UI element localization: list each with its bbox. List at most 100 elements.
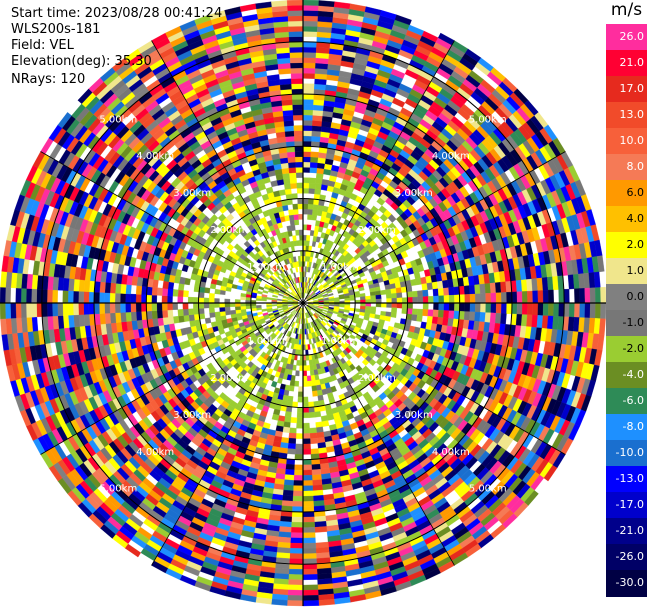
velocity-gate [125,302,131,313]
velocity-gate [302,537,316,544]
velocity-gate [286,341,291,348]
velocity-gate [294,464,304,471]
velocity-gate [302,156,311,163]
velocity-gate [342,243,350,251]
velocity-gate [302,161,311,168]
velocity-gate [593,271,601,288]
velocity-gate [41,302,48,317]
velocity-gate [78,279,85,292]
velocity-gate [302,412,310,419]
velocity-gate [183,314,190,322]
velocity-gate [198,308,205,315]
velocity-gate [370,295,377,300]
velocity-gate [302,428,310,434]
velocity-gate [416,314,423,322]
velocity-gate [302,438,311,445]
velocity-gate [297,391,304,398]
velocity-gate [83,302,90,315]
velocity-gate [314,526,328,533]
velocity-gate [208,297,215,304]
velocity-gate [109,282,117,294]
velocity-gate [558,289,565,304]
velocity-gate [302,506,315,513]
velocity-gate [172,315,180,324]
velocity-gate [302,130,313,137]
velocity-gate [0,271,8,288]
velocity-gate [302,20,318,27]
velocity-gate [516,302,523,315]
velocity-gate [318,304,324,307]
velocity-gate [302,114,313,121]
velocity-gate [548,302,554,317]
velocity-gate [314,515,327,523]
velocity-gate [172,302,178,310]
velocity-gate [284,469,295,476]
velocity-gate [78,291,85,304]
velocity-gate [579,302,586,318]
velocity-gate [311,343,316,350]
velocity-gate [99,302,105,314]
velocity-gate [224,302,231,308]
velocity-gate [302,584,319,591]
velocity-gate [193,297,199,304]
velocity-gate [521,291,528,304]
velocity-gate [302,0,320,6]
velocity-gate [208,302,215,309]
velocity-gate [392,97,406,108]
velocity-gate [438,295,445,304]
velocity-gate [140,294,147,304]
velocity-gate [282,495,294,502]
velocity-gate [209,312,216,318]
velocity-gate [302,568,318,575]
velocity-gate [309,427,317,434]
velocity-gate [448,302,455,312]
velocity-gate [500,281,507,293]
velocity-gate [391,307,398,313]
velocity-gate [73,314,80,328]
velocity-gate [351,339,359,346]
velocity-gate [114,302,121,313]
velocity-gate [99,281,106,293]
velocity-gate [308,411,316,418]
velocity-gate [255,305,262,309]
velocity-gate [297,407,304,413]
velocity-gate [542,302,549,317]
velocity-gate [506,291,513,304]
velocity-gate [302,67,316,74]
velocity-gate [326,290,333,294]
velocity-gate [302,109,314,116]
velocity-gate [277,308,284,312]
velocity-gate [302,93,315,100]
velocity-gate [120,283,127,294]
velocity-gate [459,302,466,312]
velocity-gate [104,282,111,294]
velocity-gate [245,305,252,310]
velocity-gate [384,315,391,322]
velocity-gate [302,198,309,205]
velocity-gate [198,297,205,304]
velocity-gate [302,532,316,539]
velocity-gate [287,395,294,402]
velocity-gate [390,312,397,318]
velocity-gate [428,296,434,304]
velocity-gate [401,297,408,304]
velocity-gate [309,432,318,439]
velocity-gate [375,302,382,308]
velocity-gate [307,214,313,221]
velocity-gate [120,312,127,323]
velocity-gate [125,284,132,295]
velocity-gate [219,302,225,308]
velocity-gate [368,358,377,367]
velocity-gate [288,432,297,439]
velocity-gate [391,302,398,309]
velocity-gate [72,302,79,316]
velocity-gate [596,255,605,273]
velocity-gate [485,302,492,313]
velocity-gate [305,349,309,356]
velocity-gate [302,527,316,534]
velocity-gate [316,431,325,439]
velocity-gate [302,120,313,126]
velocity-gate [279,515,292,523]
velocity-gate [443,287,450,296]
velocity-gate [305,344,309,351]
